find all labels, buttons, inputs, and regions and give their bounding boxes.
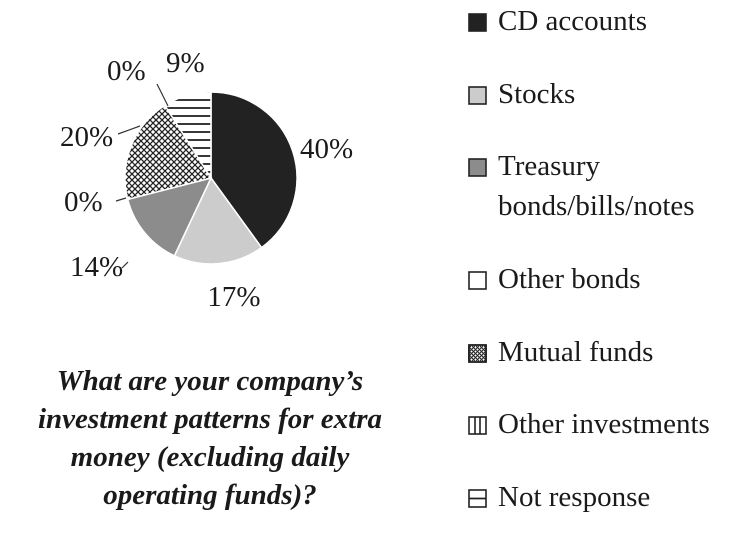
data-label-treasury-bonds-bills-notes: 14% — [70, 251, 123, 283]
legend-item-treasury-bonds-bills-notes: Treasury bonds/bills/notes — [468, 150, 744, 226]
legend-swatch-stocks — [468, 86, 487, 105]
leader-line-other-bonds — [115, 197, 127, 202]
legend-item-stocks: Stocks — [468, 78, 744, 114]
pie-outline — [124, 91, 298, 265]
legend-item-other-investments: Other investments — [468, 408, 744, 444]
legend-label-stocks: Stocks — [498, 78, 576, 110]
data-label-other-bonds: 0% — [64, 186, 103, 218]
data-label-cd-accounts: 40% — [300, 133, 353, 165]
legend-swatch-treasury-bonds-bills-notes — [468, 158, 487, 177]
legend-swatch-cd-accounts — [468, 13, 487, 32]
chart-title-line: operating funds)? — [103, 479, 317, 511]
chart-title-line: What are your company’s — [56, 365, 364, 397]
legend-item-cd-accounts: CD accounts — [468, 5, 744, 41]
legend-swatch-other-investments — [468, 416, 487, 435]
pie-chart: 40% 17% 14% 0% 20% 0% 9% — [60, 47, 353, 313]
legend-label-cd-accounts: CD accounts — [498, 5, 647, 37]
data-label-not-response: 9% — [166, 47, 205, 79]
legend-swatch-other-bonds — [468, 271, 487, 290]
legend-label-other-bonds: Other bonds — [498, 263, 641, 295]
legend-item-not-response: Not response — [468, 481, 744, 517]
data-label-stocks: 17% — [207, 281, 260, 313]
legend-label-not-response: Not response — [498, 481, 651, 513]
chart-title: What are your company’s investment patte… — [0, 362, 420, 514]
legend-label-other-investments: Other investments — [498, 408, 710, 440]
legend-label-treasury-bonds-bills-notes: Treasury bonds/bills/notes — [498, 150, 695, 222]
leader-line-other-investments — [156, 83, 169, 107]
data-label-mutual-funds: 20% — [60, 121, 113, 153]
chart-title-line: money (excluding daily — [70, 441, 350, 473]
legend-item-other-bonds: Other bonds — [468, 263, 744, 299]
legend-swatch-not-response — [468, 489, 487, 508]
leader-line-treasury-bonds-bills-notes — [121, 261, 129, 269]
legend-swatch-mutual-funds — [468, 344, 487, 363]
chart-title-line: investment patterns for extra — [38, 403, 382, 435]
legend-item-mutual-funds: Mutual funds — [468, 336, 744, 372]
leader-line-mutual-funds — [117, 125, 141, 135]
legend-label-mutual-funds: Mutual funds — [498, 336, 654, 368]
data-label-other-investments: 0% — [107, 55, 146, 87]
